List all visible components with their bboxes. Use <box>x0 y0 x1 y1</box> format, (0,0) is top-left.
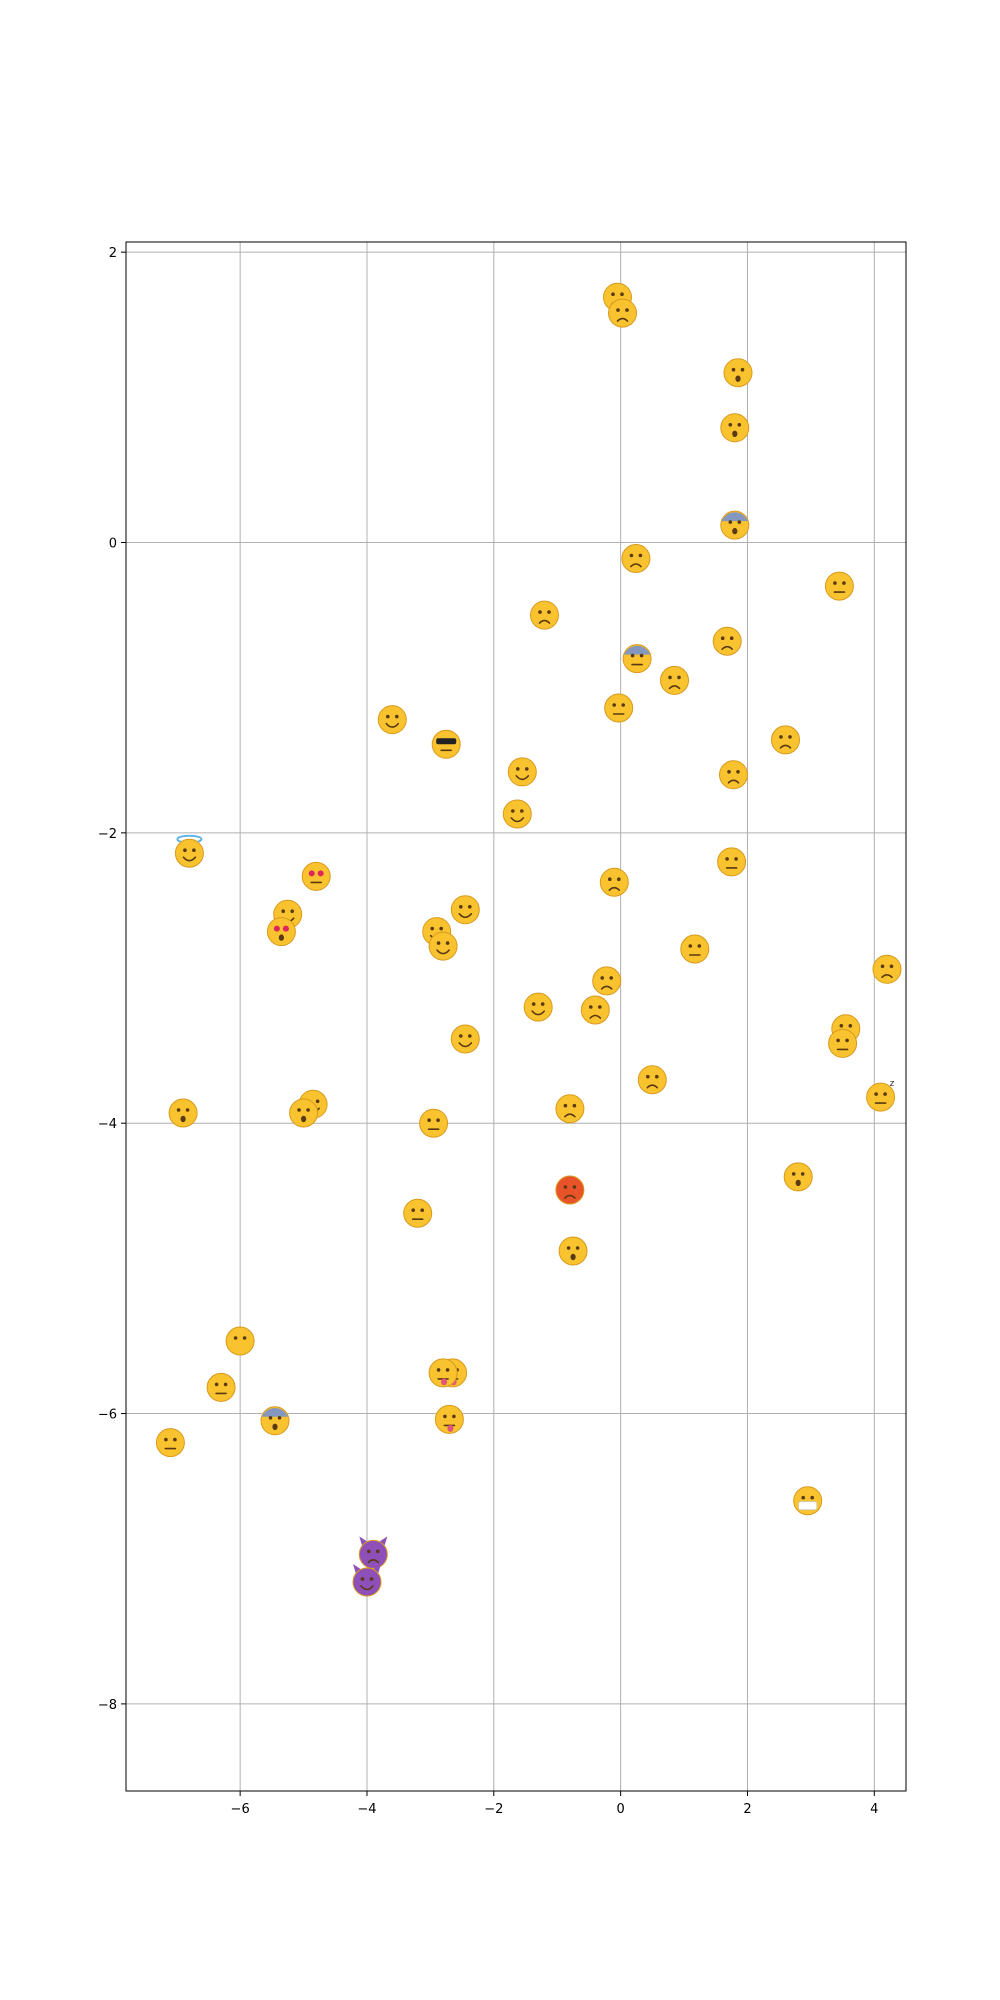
x-tick-label: −2 <box>484 1802 503 1817</box>
dizzy-face-icon <box>720 413 750 443</box>
y-tick-label: −4 <box>98 1117 117 1132</box>
y-tick-label: −8 <box>98 1698 117 1713</box>
disappointed-face-icon <box>719 760 748 790</box>
cry-face-icon <box>580 995 610 1025</box>
kissing-face-icon <box>289 1098 319 1128</box>
sob-face-icon <box>592 966 622 996</box>
joy-face-icon <box>523 992 553 1022</box>
x-axis-ticks: −6 −4 −2 0 2 4 <box>231 1791 878 1817</box>
weary-face-icon <box>872 954 902 984</box>
smiling-imp-purple-face-icon <box>352 1564 382 1597</box>
worried-face-icon <box>712 626 742 656</box>
scatter-points: z <box>155 282 902 1597</box>
imp-purple-face-icon <box>358 1536 388 1569</box>
sleeping-face-icon: z <box>866 1079 896 1112</box>
pensive-face-icon <box>599 867 629 897</box>
expressionless-face-icon <box>206 1372 236 1402</box>
open-mouth-face-icon <box>168 1098 198 1128</box>
sunglasses-face-icon <box>431 729 461 759</box>
confused-face-icon <box>608 298 637 328</box>
smirk-face-icon <box>419 1108 449 1138</box>
x-tick-label: 2 <box>743 1802 751 1817</box>
hushed-face-icon <box>723 358 753 388</box>
yum-face-icon <box>377 705 407 735</box>
y-tick-label: 2 <box>109 246 117 261</box>
svg-text:z: z <box>890 1079 895 1089</box>
no-mouth-face-icon <box>225 1326 255 1356</box>
wink-face-icon <box>403 1198 433 1228</box>
sweat-smile-face-icon <box>507 757 537 787</box>
x-tick-label: 0 <box>616 1802 624 1817</box>
astonished-face-icon <box>783 1162 813 1192</box>
anxious-blue-face-icon <box>622 644 652 674</box>
y-tick-label: −6 <box>98 1408 117 1423</box>
downcast-sweat-face-icon <box>604 693 634 723</box>
x-tick-label: −4 <box>357 1802 376 1817</box>
grimacing-face-icon <box>680 934 710 964</box>
x-tick-label: 4 <box>870 1802 878 1817</box>
angry-face-icon <box>660 665 689 695</box>
y-axis-ticks: 2 0 −2 −4 −6 −8 <box>98 246 126 1713</box>
frowning-face-icon <box>555 1094 585 1124</box>
sleepy-face-icon <box>828 1028 858 1058</box>
grin-face-icon <box>502 799 532 829</box>
stuck-out-tongue-wink-eye-face-icon <box>428 1358 458 1388</box>
unamused-face-icon <box>717 847 747 877</box>
halo-face-icon <box>174 834 204 868</box>
flushed-face-icon <box>558 1236 588 1266</box>
mask-face-icon <box>793 1486 823 1516</box>
anguished-face-icon <box>637 1065 667 1095</box>
plot-frame <box>125 241 907 1792</box>
y-tick-label: −2 <box>98 827 117 842</box>
fearful-blue-face-icon <box>720 510 750 540</box>
scream-blue-face-icon <box>260 1406 290 1436</box>
grid-lines <box>126 242 906 1791</box>
kissing-heart-face-icon <box>266 917 296 947</box>
triumph-face-icon <box>621 544 651 573</box>
rage-face-icon <box>555 1175 585 1205</box>
neutral-face-icon <box>155 1428 185 1458</box>
satisfied-face-icon <box>450 1024 480 1054</box>
smiley-face-icon <box>450 895 480 925</box>
stuck-out-tongue-face-icon <box>434 1404 464 1434</box>
smile-face-icon <box>428 931 458 961</box>
persevering-face-icon <box>530 600 559 630</box>
relieved-face-icon <box>824 571 854 601</box>
heart-eyes-face-icon <box>301 861 331 891</box>
x-tick-label: −6 <box>231 1802 250 1817</box>
y-tick-label: 0 <box>109 537 117 552</box>
disappointed-relieved-face-icon <box>771 725 800 755</box>
